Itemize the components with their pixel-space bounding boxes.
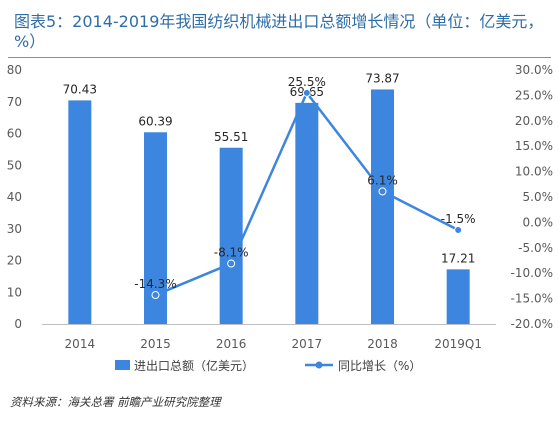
- title-divider: [8, 57, 551, 58]
- growth-point: [227, 259, 236, 268]
- left-axis-tick-label: 10: [7, 285, 22, 299]
- category-tick-label: 2017: [292, 337, 323, 351]
- growth-value-label: -14.3%: [134, 277, 176, 291]
- right-axis-tick-label: -5.0%: [518, 241, 553, 255]
- growth-value-label: 25.5%: [288, 75, 326, 89]
- left-axis-tick-label: 0: [14, 317, 22, 331]
- right-axis-tick-label: 5.0%: [523, 190, 554, 204]
- bar: [219, 147, 243, 324]
- right-axis-tick-label: -20.0%: [511, 317, 553, 331]
- legend-line-label: 同比增长（%）: [338, 359, 421, 373]
- bar: [68, 100, 92, 324]
- right-axis-tick-label: 20.0%: [515, 114, 553, 128]
- bar-value-label: 73.87: [365, 71, 399, 85]
- left-axis-tick-label: 60: [7, 127, 22, 141]
- category-tick-label: 2019Q1: [434, 337, 482, 351]
- bar: [295, 102, 319, 324]
- bar: [446, 269, 470, 324]
- right-axis-tick-label: 30.0%: [515, 63, 553, 77]
- growth-value-label: -8.1%: [214, 246, 249, 260]
- left-axis-tick-label: 70: [7, 95, 22, 109]
- category-tick-label: 2014: [65, 337, 96, 351]
- growth-value-label: -1.5%: [441, 212, 476, 226]
- right-axis-tick-label: 25.0%: [515, 88, 553, 102]
- growth-value-label: 6.1%: [367, 173, 398, 187]
- left-axis-tick-label: 30: [7, 222, 22, 236]
- right-axis-tick-label: -10.0%: [511, 266, 553, 280]
- bar: [144, 132, 167, 324]
- source-note: 资料来源：海关总署 前瞻产业研究院整理: [10, 395, 221, 409]
- left-axis-tick-label: 20: [7, 254, 22, 268]
- category-tick-label: 2016: [216, 337, 247, 351]
- right-axis-tick-label: 10.0%: [515, 165, 553, 179]
- chart-title: 图表5：2014-2019年我国纺织机械进出口总额增长情况（单位：亿美元，%）: [14, 12, 544, 51]
- bar-value-label: 55.51: [214, 130, 248, 144]
- left-axis-tick-label: 80: [7, 63, 22, 77]
- bar-value-label: 17.21: [441, 251, 475, 265]
- growth-point: [454, 226, 463, 235]
- left-axis-tick-label: 40: [7, 190, 22, 204]
- bar: [371, 89, 394, 324]
- growth-point: [151, 291, 160, 300]
- right-axis-tick-label: 0.0%: [523, 215, 554, 229]
- category-tick-label: 2015: [140, 337, 171, 351]
- category-tick-label: 2018: [367, 337, 398, 351]
- combo-chart: 0 10 20 30 40 50 60 70 80 -20.0% -15.0% -10.0% -5.0%…: [7, 63, 554, 373]
- growth-point: [302, 88, 311, 97]
- legend-bar-swatch: [115, 360, 130, 370]
- bar-value-label: 70.43: [63, 82, 97, 96]
- bar-value-label: 60.39: [138, 114, 172, 128]
- right-axis-tick-label: -15.0%: [511, 292, 553, 306]
- legend-line-marker: [315, 361, 323, 369]
- growth-point: [378, 187, 387, 196]
- legend-bar-label: 进出口总额（亿美元）: [134, 358, 254, 373]
- left-axis-tick-label: 50: [7, 158, 22, 172]
- right-axis-tick-label: 15.0%: [515, 139, 553, 153]
